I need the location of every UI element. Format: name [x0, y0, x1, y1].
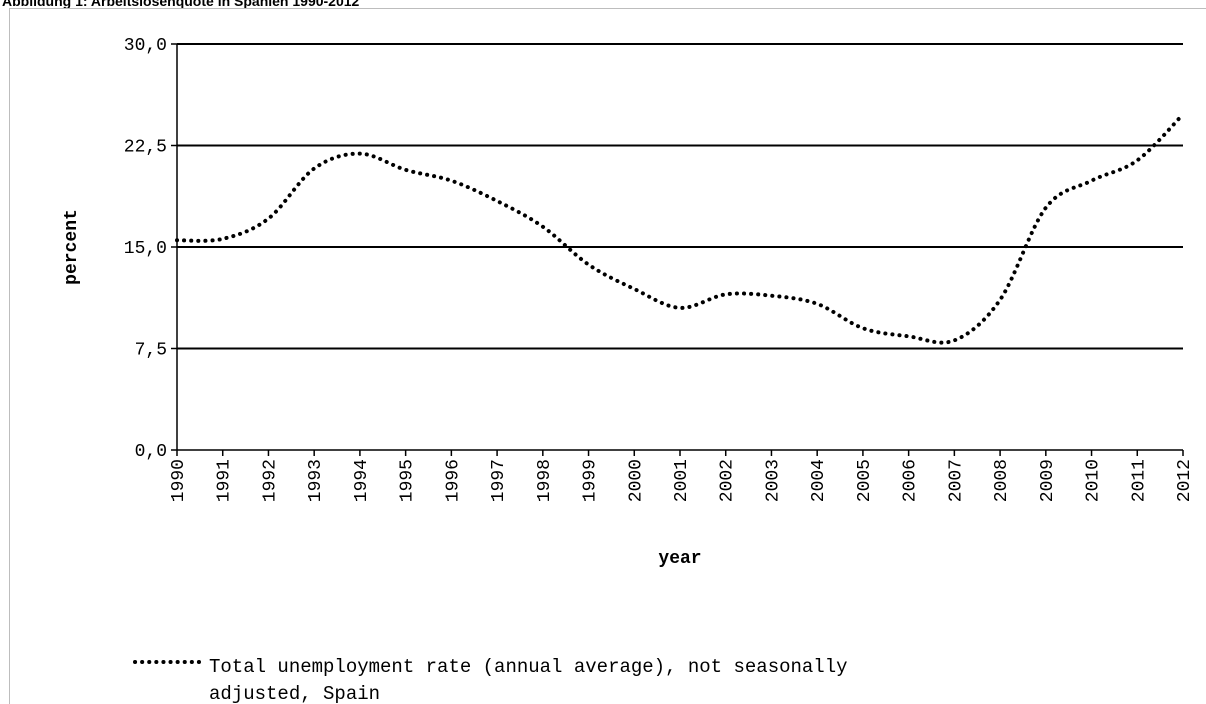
chart-title: Abbildung 1: Arbeitslosenquote in Spanie… — [2, 0, 360, 9]
chart-frame — [9, 8, 1206, 704]
x-tick-label: 2006 — [901, 459, 921, 502]
series-line — [175, 112, 1185, 345]
x-tick-label: 2007 — [946, 459, 966, 502]
x-tick-label: 2001 — [672, 459, 692, 502]
x-tick-label: 1992 — [260, 459, 280, 502]
x-tick-label: 2004 — [809, 459, 829, 502]
y-tick-label: 22,5 — [124, 138, 167, 158]
x-tick-label: 2002 — [718, 459, 738, 502]
x-tick-label: 1990 — [169, 459, 189, 502]
y-tick-label: 7,5 — [135, 341, 167, 361]
x-tick-label: 1991 — [215, 459, 235, 502]
x-tick-label: 2012 — [1175, 459, 1195, 502]
axes — [176, 44, 1184, 456]
x-tick-label: 1995 — [398, 459, 418, 502]
y-axis-label: percent — [62, 209, 82, 285]
x-tick-label: 2009 — [1038, 459, 1058, 502]
x-tick-label: 2010 — [1084, 459, 1104, 502]
y-tick-label: 30,0 — [124, 36, 167, 56]
legend: Total unemployment rate (annual average)… — [133, 656, 848, 704]
x-axis-label: year — [658, 549, 701, 569]
legend-label-line-1: Total unemployment rate (annual average)… — [209, 656, 848, 678]
x-tick-labels: 1990 1991 1992 1993 1994 1995 1996 1997 1998 1999… — [169, 459, 1195, 502]
x-tick-label: 1994 — [352, 459, 372, 502]
x-tick-label: 1993 — [306, 459, 326, 502]
x-tick-label: 2005 — [855, 459, 875, 502]
x-tick-label: 2008 — [992, 459, 1012, 502]
x-tick-label: 1998 — [535, 459, 555, 502]
x-tick-label: 1999 — [581, 459, 601, 502]
x-tick-label: 1997 — [489, 459, 509, 502]
x-tick-label: 2000 — [626, 459, 646, 502]
x-tick-label: 1996 — [443, 459, 463, 502]
gridlines — [171, 43, 1183, 451]
y-tick-label: 15,0 — [124, 239, 167, 259]
x-tick-label: 2011 — [1129, 459, 1149, 502]
y-tick-label: 0,0 — [135, 442, 167, 462]
x-tick-label: 2003 — [763, 459, 783, 502]
y-tick-labels: 0,0 7,5 15,0 22,5 30,0 — [124, 36, 167, 462]
legend-label-line-2: adjusted, Spain — [209, 683, 380, 704]
